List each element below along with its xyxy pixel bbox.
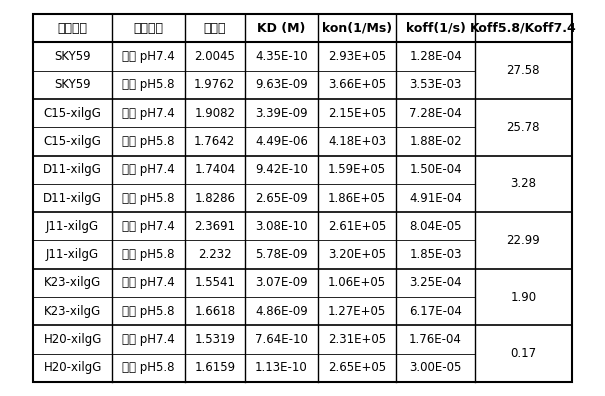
Text: D11-xilgG: D11-xilgG bbox=[43, 163, 102, 176]
Text: 1.5541: 1.5541 bbox=[194, 276, 235, 289]
Text: SKY59: SKY59 bbox=[54, 78, 91, 91]
Text: 4.91E-04: 4.91E-04 bbox=[409, 192, 462, 204]
Text: 3.39E-09: 3.39E-09 bbox=[255, 107, 307, 120]
Text: 1.90: 1.90 bbox=[510, 291, 537, 304]
Text: 1.28E-04: 1.28E-04 bbox=[409, 50, 462, 63]
Text: 2.65E-09: 2.65E-09 bbox=[255, 192, 308, 204]
Text: 1.9762: 1.9762 bbox=[194, 78, 235, 91]
Text: 3.00E-05: 3.00E-05 bbox=[410, 362, 462, 374]
Text: 2.31E+05: 2.31E+05 bbox=[328, 333, 386, 346]
Text: 1.6159: 1.6159 bbox=[194, 362, 235, 374]
Text: 3.53E-03: 3.53E-03 bbox=[410, 78, 462, 91]
Text: 1.50E-04: 1.50E-04 bbox=[410, 163, 462, 176]
Text: 2.61E+05: 2.61E+05 bbox=[328, 220, 386, 233]
Text: 1.6618: 1.6618 bbox=[194, 305, 235, 318]
Text: 1.9082: 1.9082 bbox=[194, 107, 235, 120]
Text: 解离 pH7.4: 解离 pH7.4 bbox=[122, 276, 175, 289]
Text: koff(1/s): koff(1/s) bbox=[406, 22, 465, 34]
Text: 解离 pH7.4: 解离 pH7.4 bbox=[122, 163, 175, 176]
Text: J11-xilgG: J11-xilgG bbox=[46, 220, 99, 233]
Text: 22.99: 22.99 bbox=[506, 234, 540, 247]
Text: 解离 pH5.8: 解离 pH5.8 bbox=[122, 192, 174, 204]
Text: 解离 pH7.4: 解离 pH7.4 bbox=[122, 220, 175, 233]
Text: 4.49E-06: 4.49E-06 bbox=[255, 135, 308, 148]
Text: 解离 pH7.4: 解离 pH7.4 bbox=[122, 50, 175, 63]
Text: 1.59E+05: 1.59E+05 bbox=[328, 163, 386, 176]
Text: 4.35E-10: 4.35E-10 bbox=[255, 50, 307, 63]
Text: 4.18E+03: 4.18E+03 bbox=[328, 135, 386, 148]
Text: 2.65E+05: 2.65E+05 bbox=[328, 362, 386, 374]
Bar bbox=[33, 14, 572, 382]
Text: 1.88E-02: 1.88E-02 bbox=[410, 135, 462, 148]
Text: 3.20E+05: 3.20E+05 bbox=[328, 248, 386, 261]
Text: 样品名称: 样品名称 bbox=[57, 22, 88, 34]
Text: 解离 pH5.8: 解离 pH5.8 bbox=[122, 78, 174, 91]
Text: K23-xilgG: K23-xilgG bbox=[44, 305, 101, 318]
Text: Koff5.8/Koff7.4: Koff5.8/Koff7.4 bbox=[470, 22, 577, 34]
Text: 3.08E-10: 3.08E-10 bbox=[255, 220, 307, 233]
Text: H20-xilgG: H20-xilgG bbox=[44, 362, 102, 374]
Text: D11-xilgG: D11-xilgG bbox=[43, 192, 102, 204]
Text: 27.58: 27.58 bbox=[506, 64, 540, 77]
Text: 解离 pH7.4: 解离 pH7.4 bbox=[122, 107, 175, 120]
Text: 1.85E-03: 1.85E-03 bbox=[410, 248, 462, 261]
Text: 解离 pH5.8: 解离 pH5.8 bbox=[122, 135, 174, 148]
Text: C15-xilgG: C15-xilgG bbox=[44, 107, 102, 120]
Text: 2.93E+05: 2.93E+05 bbox=[328, 50, 386, 63]
Text: 1.76E-04: 1.76E-04 bbox=[409, 333, 462, 346]
Text: KD (M): KD (M) bbox=[257, 22, 306, 34]
Text: 3.28: 3.28 bbox=[511, 177, 536, 190]
Text: 响应值: 响应值 bbox=[203, 22, 226, 34]
Text: 1.8286: 1.8286 bbox=[194, 192, 235, 204]
Text: 1.86E+05: 1.86E+05 bbox=[328, 192, 386, 204]
Text: 3.66E+05: 3.66E+05 bbox=[328, 78, 386, 91]
Text: 2.3691: 2.3691 bbox=[194, 220, 235, 233]
Text: SKY59: SKY59 bbox=[54, 50, 91, 63]
Text: 2.0045: 2.0045 bbox=[194, 50, 235, 63]
Text: 9.42E-10: 9.42E-10 bbox=[255, 163, 308, 176]
Text: C15-xilgG: C15-xilgG bbox=[44, 135, 102, 148]
Text: K23-xilgG: K23-xilgG bbox=[44, 276, 101, 289]
Text: 2.232: 2.232 bbox=[198, 248, 232, 261]
Text: J11-xilgG: J11-xilgG bbox=[46, 248, 99, 261]
Text: 7.64E-10: 7.64E-10 bbox=[255, 333, 308, 346]
Text: 7.28E-04: 7.28E-04 bbox=[409, 107, 462, 120]
Text: 解离 pH7.4: 解离 pH7.4 bbox=[122, 333, 175, 346]
Text: 解离 pH5.8: 解离 pH5.8 bbox=[122, 305, 174, 318]
Text: 9.63E-09: 9.63E-09 bbox=[255, 78, 308, 91]
Text: 5.78E-09: 5.78E-09 bbox=[255, 248, 307, 261]
Text: 解离 pH5.8: 解离 pH5.8 bbox=[122, 248, 174, 261]
Text: 8.04E-05: 8.04E-05 bbox=[410, 220, 462, 233]
Text: 1.7404: 1.7404 bbox=[194, 163, 235, 176]
Text: 1.27E+05: 1.27E+05 bbox=[328, 305, 386, 318]
Text: H20-xilgG: H20-xilgG bbox=[44, 333, 102, 346]
Text: 3.25E-04: 3.25E-04 bbox=[410, 276, 462, 289]
Text: 2.15E+05: 2.15E+05 bbox=[328, 107, 386, 120]
Text: 4.86E-09: 4.86E-09 bbox=[255, 305, 308, 318]
Text: kon(1/Ms): kon(1/Ms) bbox=[322, 22, 392, 34]
Text: 3.07E-09: 3.07E-09 bbox=[255, 276, 307, 289]
Text: 6.17E-04: 6.17E-04 bbox=[409, 305, 462, 318]
Text: 1.7642: 1.7642 bbox=[194, 135, 235, 148]
Text: 1.5319: 1.5319 bbox=[194, 333, 235, 346]
Text: 1.13E-10: 1.13E-10 bbox=[255, 362, 308, 374]
Text: 解离条件: 解离条件 bbox=[133, 22, 163, 34]
Text: 1.06E+05: 1.06E+05 bbox=[328, 276, 386, 289]
Text: 0.17: 0.17 bbox=[510, 347, 537, 360]
Text: 25.78: 25.78 bbox=[506, 121, 540, 134]
Text: 解离 pH5.8: 解离 pH5.8 bbox=[122, 362, 174, 374]
